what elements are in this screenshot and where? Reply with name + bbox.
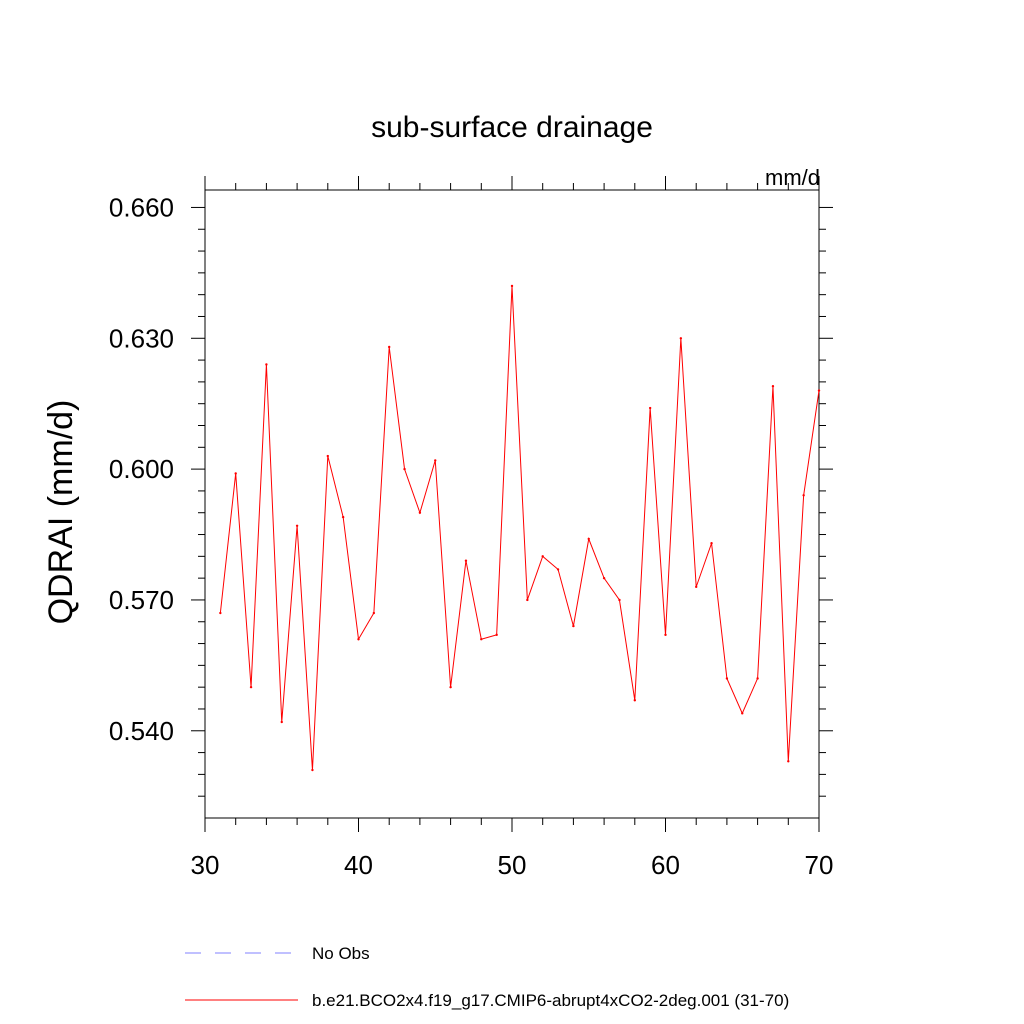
legend-label: No Obs <box>312 944 370 963</box>
data-point <box>341 515 345 519</box>
data-point <box>295 524 299 528</box>
data-point <box>219 611 222 615</box>
y-axis-label: QDRAI (mm/d) <box>42 400 80 625</box>
data-point <box>265 363 268 366</box>
legend-label: b.e21.BCO2x4.f19_g17.CMIP6-abrupt4xCO2-2… <box>312 991 789 1010</box>
y-tick-label: 0.540 <box>109 716 174 746</box>
data-point <box>388 345 391 349</box>
data-point <box>234 472 237 475</box>
x-tick-label: 30 <box>191 850 220 880</box>
y-tick-label: 0.630 <box>109 323 174 353</box>
data-point <box>648 406 652 410</box>
data-point <box>817 389 821 392</box>
data-point <box>326 454 329 458</box>
data-point <box>434 459 437 462</box>
x-tick-label: 70 <box>805 850 834 880</box>
data-point <box>495 633 498 637</box>
x-tick-label: 40 <box>344 850 373 880</box>
data-point <box>526 598 529 602</box>
units-label: mm/d <box>765 165 820 190</box>
data-point <box>802 494 805 497</box>
x-tick-label: 50 <box>498 850 527 880</box>
series-line <box>219 285 820 771</box>
chart-title: sub-surface drainage <box>371 111 653 144</box>
data-point <box>725 677 729 680</box>
y-tick-label: 0.570 <box>109 585 174 615</box>
y-tick-label: 0.660 <box>109 192 174 222</box>
data-point <box>510 284 514 288</box>
data-point <box>633 699 636 702</box>
data-point <box>280 720 283 724</box>
data-point <box>679 337 683 340</box>
data-point <box>618 598 621 602</box>
data-point <box>403 467 406 471</box>
data-point <box>787 760 790 763</box>
data-point <box>556 568 560 571</box>
data-point <box>587 537 590 541</box>
series-layer <box>219 284 821 772</box>
data-point <box>449 685 452 689</box>
data-point <box>710 542 713 545</box>
data-point <box>418 511 422 514</box>
data-point <box>357 637 360 641</box>
y-tick-label: 0.600 <box>109 454 174 484</box>
data-point <box>464 559 468 562</box>
data-point <box>741 712 744 715</box>
data-point <box>480 637 483 641</box>
data-point <box>756 677 759 680</box>
data-point <box>602 576 606 580</box>
x-axis-ticks: 30 40 50 60 70 <box>191 176 834 880</box>
data-point <box>664 633 667 637</box>
data-point <box>572 624 575 628</box>
data-point <box>372 611 376 615</box>
data-point <box>311 768 314 772</box>
plot-frame <box>204 189 820 819</box>
data-point <box>541 555 544 558</box>
y-axis-ticks: 0.540 0.570 0.600 0.630 0.660 <box>109 192 833 797</box>
data-point <box>771 385 775 388</box>
data-point <box>695 585 698 589</box>
data-point <box>249 685 253 689</box>
legend: No Obs b.e21.BCO2x4.f19_g17.CMIP6-abrupt4… <box>185 944 789 1010</box>
x-tick-label: 60 <box>651 850 680 880</box>
